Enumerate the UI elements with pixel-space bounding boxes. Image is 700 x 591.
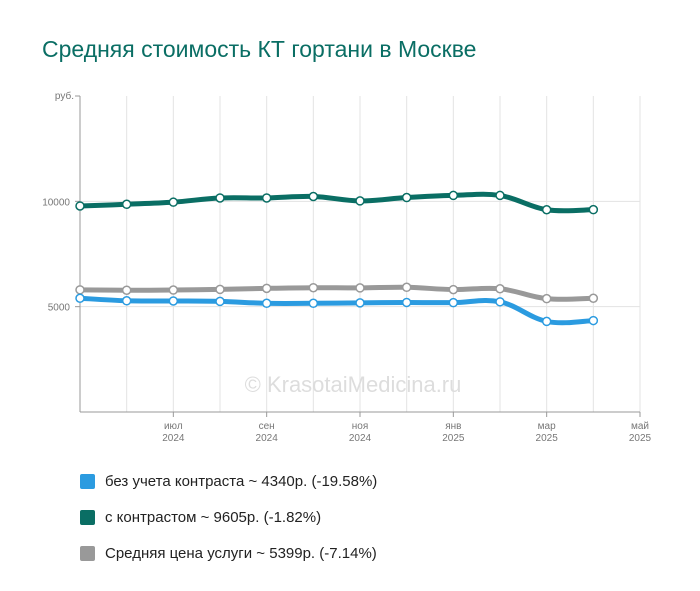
x-tick-label-month: ноя <box>352 421 369 432</box>
legend-label: без учета контраста ~ 4340р. (-19.58%) <box>105 472 378 490</box>
series-line-0 <box>77 191 596 214</box>
x-tick-label-month: май <box>631 421 649 432</box>
series-line-2 <box>77 295 596 326</box>
legend: без учета контраста ~ 4340р. (-19.58%) с… <box>80 463 377 571</box>
data-point[interactable] <box>215 193 225 203</box>
data-point[interactable] <box>261 283 272 294</box>
data-point[interactable] <box>448 190 459 201</box>
y-axis-unit: руб. <box>55 90 74 102</box>
data-point[interactable] <box>588 315 599 326</box>
data-point[interactable] <box>215 284 225 295</box>
data-point[interactable] <box>308 298 319 309</box>
x-tick-label-year: 2025 <box>442 433 465 444</box>
data-point[interactable] <box>261 193 272 203</box>
x-tick-label-month: июл <box>164 421 183 432</box>
data-point[interactable] <box>401 192 412 203</box>
line-chart: 500010000руб.июл2024сен2024ноя2024янв202… <box>42 90 651 444</box>
data-point[interactable] <box>495 190 505 201</box>
chart-title: Средняя стоимость КТ гортани в Москве <box>42 36 477 62</box>
data-point[interactable] <box>588 204 599 215</box>
data-point[interactable] <box>541 293 552 304</box>
y-tick-label: 5000 <box>48 303 71 314</box>
data-point[interactable] <box>401 297 412 308</box>
data-point[interactable] <box>75 293 85 303</box>
legend-swatch <box>80 473 95 489</box>
data-point[interactable] <box>495 297 505 307</box>
data-point[interactable] <box>588 293 599 304</box>
x-tick-label-month: янв <box>445 421 461 432</box>
data-point[interactable] <box>168 197 179 207</box>
series-layer <box>75 190 599 327</box>
data-point[interactable] <box>541 205 552 215</box>
data-point[interactable] <box>308 282 319 293</box>
data-point[interactable] <box>448 297 459 308</box>
x-tick-label-month: сен <box>259 421 275 432</box>
data-point[interactable] <box>121 199 132 210</box>
data-point[interactable] <box>261 298 272 309</box>
x-tick-label-month: мар <box>538 421 556 432</box>
data-point[interactable] <box>121 285 132 295</box>
data-point[interactable] <box>215 296 225 307</box>
axis-layer: 500010000руб.июл2024сен2024ноя2024янв202… <box>42 90 651 444</box>
data-point[interactable] <box>355 283 365 293</box>
x-tick-label-year: 2025 <box>629 433 652 444</box>
data-point[interactable] <box>75 285 85 295</box>
legend-swatch <box>80 509 95 525</box>
legend-label: с контрастом ~ 9605р. (-1.82%) <box>105 508 322 526</box>
x-tick-label-year: 2024 <box>349 433 372 444</box>
data-point[interactable] <box>355 298 365 308</box>
x-tick-label-year: 2024 <box>162 433 185 444</box>
grid-layer <box>79 96 641 412</box>
watermark: © KrasotaiMedicina.ru <box>245 372 462 397</box>
data-point[interactable] <box>541 316 552 327</box>
legend-swatch <box>80 545 95 561</box>
data-point[interactable] <box>308 191 319 202</box>
data-point[interactable] <box>355 196 365 206</box>
legend-item-average-price[interactable]: Средняя цена услуги ~ 5399р. (-7.14%) <box>80 535 377 571</box>
x-tick-label-year: 2025 <box>536 433 559 444</box>
legend-label: Средняя цена услуги ~ 5399р. (-7.14%) <box>105 544 377 562</box>
x-tick-label-year: 2024 <box>256 433 279 444</box>
data-point[interactable] <box>168 296 179 306</box>
data-point[interactable] <box>168 285 179 295</box>
legend-item-without-contrast[interactable]: без учета контраста ~ 4340р. (-19.58%) <box>80 463 377 499</box>
y-tick-label: 10000 <box>42 197 70 208</box>
data-point[interactable] <box>75 201 85 211</box>
data-point[interactable] <box>448 284 459 295</box>
data-point[interactable] <box>401 282 412 293</box>
data-point[interactable] <box>121 296 132 306</box>
series-line-1 <box>77 284 596 302</box>
legend-item-with-contrast[interactable]: с контрастом ~ 9605р. (-1.82%) <box>80 499 377 535</box>
data-point[interactable] <box>495 284 505 294</box>
